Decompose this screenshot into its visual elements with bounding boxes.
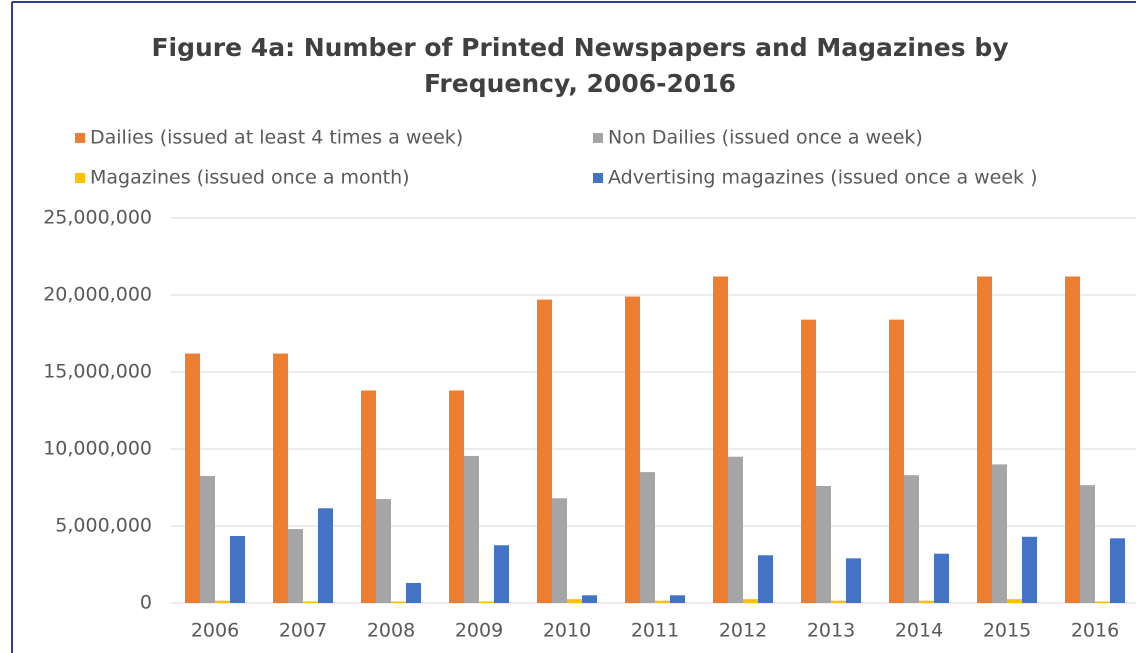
x-tick-label: 2007 xyxy=(279,620,327,642)
bar xyxy=(670,595,685,603)
x-tick-label: 2009 xyxy=(455,620,503,642)
y-tick-label: 20,000,000 xyxy=(43,284,152,306)
legend-swatch xyxy=(593,173,603,183)
bar xyxy=(758,555,773,603)
bar xyxy=(889,319,904,603)
bar xyxy=(376,499,391,603)
bar xyxy=(816,485,831,603)
legend-label: Dailies (issued at least 4 times a week) xyxy=(90,127,463,149)
x-tick-label: 2010 xyxy=(543,620,591,642)
legend-swatch xyxy=(593,133,603,143)
bar xyxy=(1007,599,1022,603)
bar xyxy=(1065,276,1080,603)
bar xyxy=(743,599,758,603)
x-tick-label: 2013 xyxy=(807,620,855,642)
bar xyxy=(318,508,333,603)
legend-label: Magazines (issued once a month) xyxy=(90,167,410,189)
bar xyxy=(1022,536,1037,603)
x-tick-label: 2014 xyxy=(895,620,943,642)
bar xyxy=(449,390,464,603)
bar xyxy=(479,601,494,603)
x-tick-label: 2016 xyxy=(1071,620,1119,642)
bar xyxy=(215,600,230,603)
bar xyxy=(655,600,670,603)
x-tick-label: 2008 xyxy=(367,620,415,642)
bar xyxy=(728,456,743,603)
bar xyxy=(1110,538,1125,603)
y-tick-label: 5,000,000 xyxy=(55,515,152,537)
x-tick-label: 2011 xyxy=(631,620,679,642)
bar xyxy=(801,319,816,603)
bar xyxy=(406,582,421,603)
y-tick-label: 0 xyxy=(140,592,152,614)
x-tick-label: 2006 xyxy=(191,620,239,642)
bar xyxy=(230,536,245,603)
bar xyxy=(582,595,597,603)
bar xyxy=(977,276,992,603)
bar xyxy=(200,475,215,603)
x-tick-label: 2015 xyxy=(983,620,1031,642)
bar xyxy=(494,545,509,603)
bar xyxy=(846,558,861,603)
bar xyxy=(391,601,406,603)
bar xyxy=(273,353,288,603)
x-tick-label: 2012 xyxy=(719,620,767,642)
legend-label: Non Dailies (issued once a week) xyxy=(608,127,923,149)
bar xyxy=(567,599,582,603)
legend-swatch xyxy=(75,173,85,183)
bar xyxy=(831,600,846,603)
y-tick-label: 15,000,000 xyxy=(43,361,152,383)
bar xyxy=(361,390,376,603)
bar xyxy=(904,475,919,603)
legend-label: Advertising magazines (issued once a wee… xyxy=(608,167,1038,189)
bar xyxy=(919,600,934,603)
legend-swatch xyxy=(75,133,85,143)
bar xyxy=(1080,485,1095,603)
bar xyxy=(934,553,949,603)
bar xyxy=(625,296,640,603)
bar xyxy=(713,276,728,603)
bar xyxy=(640,472,655,603)
bar xyxy=(464,455,479,603)
bar xyxy=(552,498,567,603)
y-tick-label: 25,000,000 xyxy=(43,207,152,229)
bar xyxy=(1095,601,1110,603)
bar xyxy=(303,601,318,603)
bar xyxy=(992,464,1007,603)
bar xyxy=(537,299,552,603)
bar xyxy=(288,529,303,603)
chart-title: Figure 4a: Number of Printed Newspapers … xyxy=(151,33,1009,98)
bar xyxy=(185,353,200,603)
y-tick-label: 10,000,000 xyxy=(43,438,152,460)
